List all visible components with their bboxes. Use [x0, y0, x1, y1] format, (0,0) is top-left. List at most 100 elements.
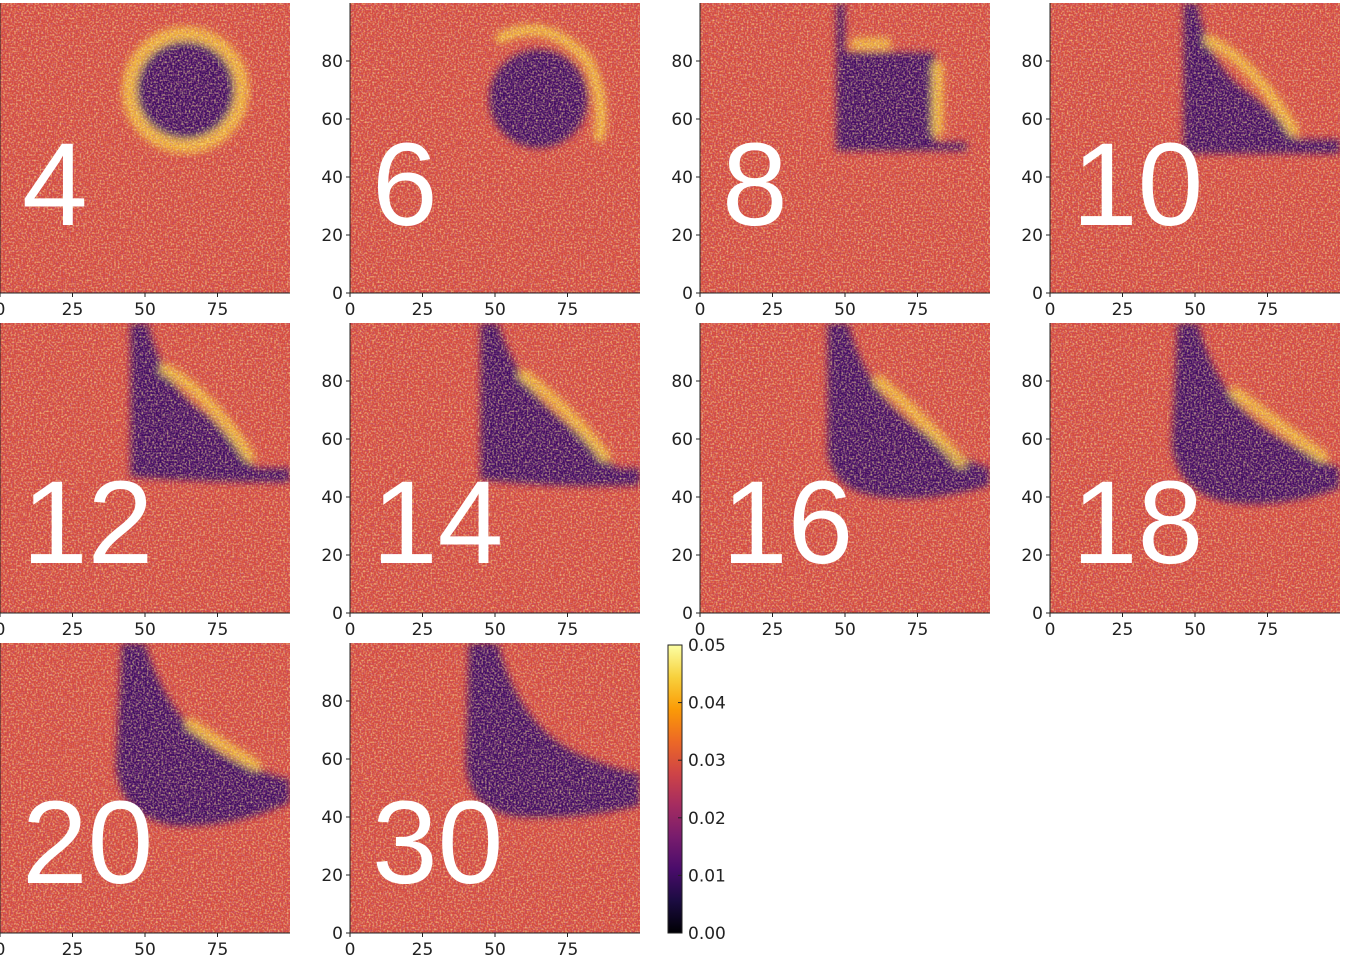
y-tick-label: 0 — [1032, 604, 1043, 624]
panel-label: 20 — [22, 777, 153, 909]
x-tick-label: 50 — [134, 620, 156, 640]
heatmap-panel: 0 25 50 75 0 20 40 60 80 14 — [321, 323, 640, 640]
noise-texture — [700, 323, 990, 613]
heatmap-image — [350, 323, 640, 613]
x-tick-label: 25 — [762, 620, 784, 640]
panel-label: 8 — [722, 119, 788, 251]
y-tick-label: 80 — [321, 692, 343, 712]
x-tick-label: 75 — [207, 620, 229, 640]
heatmap-image — [1050, 3, 1340, 293]
noise-texture — [1050, 3, 1340, 293]
heatmap-panel: 0 25 50 75 0 20 40 60 80 10 — [1021, 3, 1340, 320]
y-tick-label: 80 — [671, 372, 693, 392]
colorbar-tick-label: 0.01 — [688, 866, 726, 886]
x-tick-label: 75 — [907, 300, 929, 320]
heatmap-image — [350, 643, 640, 933]
y-tick-label: 20 — [671, 546, 693, 566]
heatmap-image — [0, 3, 290, 293]
x-tick-label: 0 — [0, 300, 5, 320]
x-tick-label: 0 — [0, 620, 5, 640]
x-tick-label: 25 — [62, 620, 84, 640]
panel-label: 6 — [372, 119, 438, 251]
y-tick-label: 40 — [321, 808, 343, 828]
x-tick-label: 0 — [345, 620, 356, 640]
y-tick-label: 40 — [1021, 488, 1043, 508]
x-tick-label: 25 — [62, 300, 84, 320]
x-tick-label: 75 — [557, 620, 579, 640]
y-tick-label: 60 — [671, 430, 693, 450]
y-tick-label: 20 — [321, 546, 343, 566]
heatmap-panel: 0 25 50 75 0 20 40 60 80 6 — [321, 3, 640, 320]
panel-label: 16 — [722, 457, 853, 589]
x-tick-label: 50 — [834, 300, 856, 320]
y-tick-label: 60 — [321, 750, 343, 770]
heatmap-image — [700, 323, 990, 613]
x-tick-label: 50 — [484, 940, 506, 957]
x-tick-label: 50 — [134, 300, 156, 320]
x-tick-label: 50 — [484, 620, 506, 640]
heatmap-panel: 02550750204060804 — [0, 3, 290, 320]
colorbar-tick-label: 0.05 — [688, 636, 726, 656]
y-tick-label: 40 — [321, 168, 343, 188]
heatmap-image — [700, 3, 990, 293]
x-tick-label: 75 — [207, 300, 229, 320]
heatmap-panel: 0 25 50 75 0 20 40 60 80 30 — [321, 643, 640, 957]
x-tick-label: 50 — [1184, 300, 1206, 320]
x-tick-label: 0 — [1045, 300, 1056, 320]
panel-label: 30 — [372, 777, 503, 909]
x-tick-label: 25 — [62, 940, 84, 957]
x-tick-label: 25 — [412, 620, 434, 640]
x-tick-label: 0 — [345, 300, 356, 320]
y-tick-label: 60 — [1021, 110, 1043, 130]
x-tick-label: 75 — [557, 300, 579, 320]
noise-texture — [0, 3, 290, 293]
x-tick-label: 50 — [834, 620, 856, 640]
noise-texture — [0, 643, 290, 933]
y-tick-label: 40 — [671, 488, 693, 508]
colorbar: 0.00 0.01 0.02 0.03 0.04 0.05 — [667, 636, 726, 944]
x-tick-label: 0 — [695, 300, 706, 320]
x-tick-label: 75 — [907, 620, 929, 640]
x-tick-label: 50 — [134, 940, 156, 957]
y-tick-label: 80 — [321, 52, 343, 72]
heatmap-panel: 025507502040608012 — [0, 323, 290, 640]
x-tick-label: 0 — [1045, 620, 1056, 640]
heatmap-panel: 025507502040608020 — [0, 643, 290, 957]
x-tick-label: 25 — [412, 300, 434, 320]
heatmap-panel: 0 25 50 75 0 20 40 60 80 18 — [1021, 323, 1340, 640]
heatmap-image — [0, 323, 290, 613]
colorbar-tick-label: 0.00 — [688, 924, 726, 944]
y-tick-label: 0 — [682, 604, 693, 624]
y-tick-label: 20 — [321, 226, 343, 246]
y-tick-label: 0 — [682, 284, 693, 304]
y-tick-label: 60 — [321, 110, 343, 130]
heatmap-panel: 0 25 50 75 0 20 40 60 80 8 — [671, 3, 990, 320]
y-tick-label: 40 — [671, 168, 693, 188]
x-tick-label: 25 — [1112, 300, 1134, 320]
heatmap-image — [1050, 323, 1340, 613]
y-tick-label: 20 — [1021, 546, 1043, 566]
y-tick-label: 0 — [332, 924, 343, 944]
panel-label: 18 — [1072, 457, 1203, 589]
x-tick-label: 25 — [1112, 620, 1134, 640]
panel-label: 12 — [22, 457, 153, 589]
x-tick-label: 50 — [1184, 620, 1206, 640]
x-tick-label: 50 — [484, 300, 506, 320]
panel-label: 10 — [1072, 119, 1203, 251]
noise-texture — [700, 3, 990, 293]
heatmap-panel: 0 25 50 75 0 20 40 60 80 16 — [671, 323, 990, 640]
colorbar-tick-label: 0.03 — [688, 751, 726, 771]
noise-texture — [1050, 323, 1340, 613]
x-tick-label: 75 — [1257, 300, 1279, 320]
noise-texture — [350, 323, 640, 613]
x-tick-label: 75 — [207, 940, 229, 957]
x-tick-label: 0 — [695, 620, 706, 640]
y-tick-label: 0 — [332, 284, 343, 304]
x-tick-label: 0 — [0, 940, 5, 957]
x-tick-label: 75 — [1257, 620, 1279, 640]
panel-label: 4 — [22, 119, 88, 251]
x-tick-label: 75 — [557, 940, 579, 957]
x-tick-label: 0 — [345, 940, 356, 957]
